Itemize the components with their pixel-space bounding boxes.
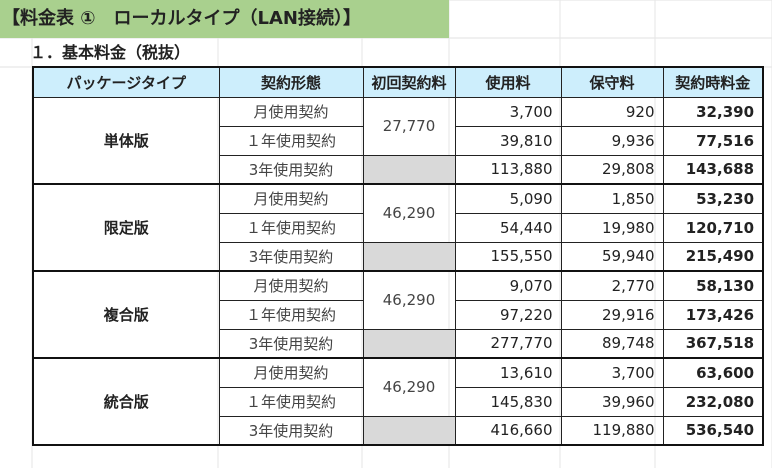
package-name-cell[interactable]: 複合版 [32, 270, 220, 359]
contract-total-cell[interactable]: 32,390 [662, 96, 764, 127]
contract-total-cell[interactable]: 143,688 [662, 154, 764, 185]
header-maintenance-fee: 保守料 [560, 66, 664, 98]
initial-fee-cell[interactable]: 27,770 [362, 96, 456, 156]
table-row: １年使用契約 145,830 39,960 232,080 [33, 386, 764, 417]
table-row: 単体版 月使用契約 27,770 3,700 920 32,390 [32, 96, 764, 185]
package-name-cell[interactable]: 単体版 [32, 96, 220, 185]
package-name-cell[interactable]: 限定版 [32, 183, 220, 272]
usage-fee-cell[interactable]: 113,880 [454, 154, 562, 185]
contract-type-cell[interactable]: １年使用契約 [218, 125, 364, 156]
contract-total-cell[interactable]: 58,130 [662, 270, 764, 301]
table-row: 3年使用契約 113,880 29,808 143,688 [33, 154, 764, 185]
contract-type-cell[interactable]: １年使用契約 [218, 299, 364, 330]
initial-fee-empty-cell[interactable] [362, 154, 456, 185]
table-row: 複合版 月使用契約 46,290 9,070 2,770 58,130 [32, 270, 764, 359]
header-initial-fee: 初回契約料 [362, 66, 456, 98]
initial-fee-cell[interactable]: 46,290 [362, 270, 456, 330]
table-header-row: パッケージタイプ 契約形態 初回契約料 使用料 保守料 契約時料金 [32, 66, 764, 98]
contract-type-cell[interactable]: 月使用契約 [218, 270, 364, 301]
header-package-type: パッケージタイプ [32, 66, 220, 98]
maintenance-fee-cell[interactable]: 29,916 [560, 299, 664, 330]
usage-fee-cell[interactable]: 39,810 [454, 125, 562, 156]
contract-total-cell[interactable]: 232,080 [662, 386, 764, 417]
contract-type-cell[interactable]: １年使用契約 [218, 386, 364, 417]
usage-fee-cell[interactable]: 416,660 [454, 415, 562, 446]
header-contract-total: 契約時料金 [662, 66, 764, 98]
maintenance-fee-cell[interactable]: 39,960 [560, 386, 664, 417]
contract-type-cell[interactable]: 3年使用契約 [218, 328, 364, 359]
maintenance-fee-cell[interactable]: 2,770 [560, 270, 664, 301]
price-table: パッケージタイプ 契約形態 初回契約料 使用料 保守料 契約時料金 単体版 月使用… [32, 66, 765, 446]
usage-fee-cell[interactable]: 9,070 [454, 270, 562, 301]
contract-type-cell[interactable]: 3年使用契約 [218, 154, 364, 185]
header-contract-type: 契約形態 [218, 66, 364, 98]
maintenance-fee-cell[interactable]: 9,936 [560, 125, 664, 156]
usage-fee-cell[interactable]: 3,700 [454, 96, 562, 127]
package-name-cell[interactable]: 統合版 [32, 357, 220, 446]
contract-total-cell[interactable]: 215,490 [662, 241, 764, 272]
usage-fee-cell[interactable]: 5,090 [454, 183, 562, 214]
usage-fee-cell[interactable]: 145,830 [454, 386, 562, 417]
maintenance-fee-cell[interactable]: 89,748 [560, 328, 664, 359]
contract-total-cell[interactable]: 77,516 [662, 125, 764, 156]
usage-fee-cell[interactable]: 54,440 [454, 212, 562, 243]
contract-total-cell[interactable]: 53,230 [662, 183, 764, 214]
usage-fee-cell[interactable]: 97,220 [454, 299, 562, 330]
maintenance-fee-cell[interactable]: 59,940 [560, 241, 664, 272]
usage-fee-cell[interactable]: 13,610 [454, 357, 562, 388]
initial-fee-cell[interactable]: 46,290 [362, 357, 456, 417]
sheet-title: 【料金表 ① ローカルタイプ（LAN接続）】 [0, 0, 449, 38]
usage-fee-cell[interactable]: 155,550 [454, 241, 562, 272]
contract-type-cell[interactable]: １年使用契約 [218, 212, 364, 243]
contract-total-cell[interactable]: 367,518 [662, 328, 764, 359]
contract-type-cell[interactable]: 3年使用契約 [218, 241, 364, 272]
contract-type-cell[interactable]: 月使用契約 [218, 357, 364, 388]
header-usage-fee: 使用料 [454, 66, 562, 98]
maintenance-fee-cell[interactable]: 1,850 [560, 183, 664, 214]
table-row: １年使用契約 39,810 9,936 77,516 [33, 125, 764, 156]
maintenance-fee-cell[interactable]: 29,808 [560, 154, 664, 185]
initial-fee-cell[interactable]: 46,290 [362, 183, 456, 243]
contract-type-cell[interactable]: 3年使用契約 [218, 415, 364, 446]
initial-fee-empty-cell[interactable] [362, 241, 456, 272]
contract-total-cell[interactable]: 120,710 [662, 212, 764, 243]
table-row: 3年使用契約 155,550 59,940 215,490 [33, 241, 764, 272]
maintenance-fee-cell[interactable]: 119,880 [560, 415, 664, 446]
contract-total-cell[interactable]: 536,540 [662, 415, 764, 446]
contract-type-cell[interactable]: 月使用契約 [218, 96, 364, 127]
maintenance-fee-cell[interactable]: 920 [560, 96, 664, 127]
table-row: 限定版 月使用契約 46,290 5,090 1,850 53,230 [32, 183, 764, 272]
initial-fee-empty-cell[interactable] [362, 328, 456, 359]
contract-type-cell[interactable]: 月使用契約 [218, 183, 364, 214]
section-subtitle: １．基本料金（税抜） [30, 43, 191, 62]
maintenance-fee-cell[interactable]: 19,980 [560, 212, 664, 243]
initial-fee-empty-cell[interactable] [362, 415, 456, 446]
contract-total-cell[interactable]: 173,426 [662, 299, 764, 330]
table-row: 3年使用契約 277,770 89,748 367,518 [33, 328, 764, 359]
usage-fee-cell[interactable]: 277,770 [454, 328, 562, 359]
maintenance-fee-cell[interactable]: 3,700 [560, 357, 664, 388]
table-row: 3年使用契約 416,660 119,880 536,540 [33, 415, 764, 446]
table-row: 統合版 月使用契約 46,290 13,610 3,700 63,600 [32, 357, 764, 446]
contract-total-cell[interactable]: 63,600 [662, 357, 764, 388]
